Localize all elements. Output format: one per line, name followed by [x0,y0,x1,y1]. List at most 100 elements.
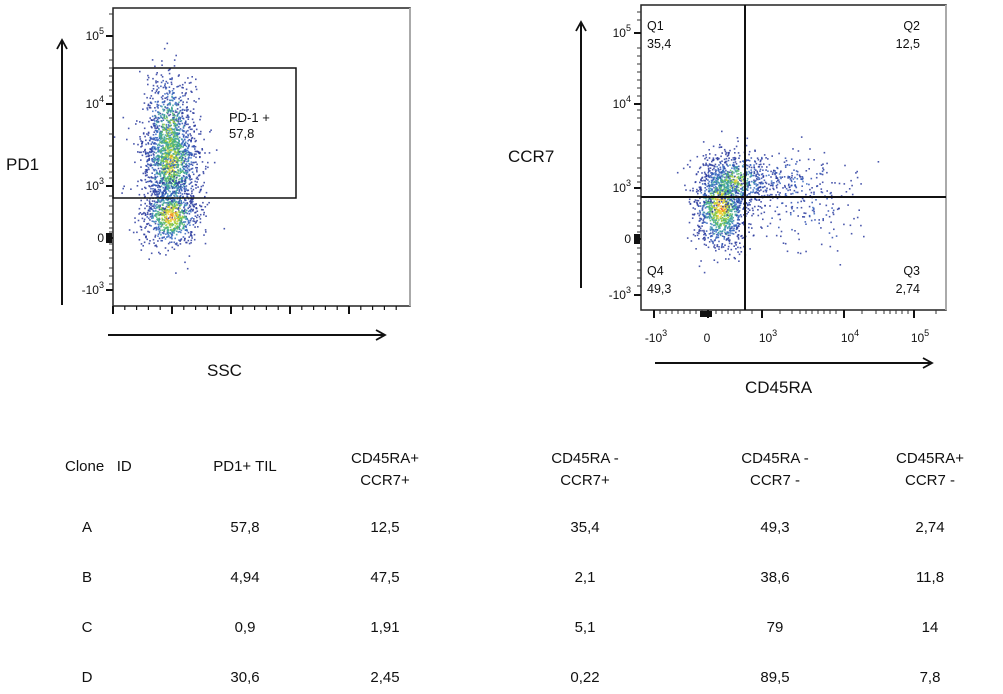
data-point [153,159,156,162]
data-point [175,96,177,99]
data-point [172,114,174,116]
data-point [165,165,168,167]
data-point [181,210,183,213]
data-point [712,242,714,245]
data-point [165,188,168,190]
data-point [778,173,781,175]
data-point [177,129,179,131]
data-point [720,200,723,203]
data-point [710,190,712,192]
data-point [179,128,182,130]
data-point [165,164,167,166]
data-point [184,221,187,223]
data-point [182,95,184,97]
data-point [193,112,195,114]
data-point [172,135,175,138]
data-point [720,186,723,189]
data-point [165,145,167,148]
data-point [160,151,162,153]
data-point [188,183,191,185]
data-point [760,173,763,176]
data-point [721,152,723,154]
data-point [695,248,697,250]
data-point [723,186,726,188]
data-point [174,174,176,177]
data-point [835,235,838,237]
data-point [820,243,823,246]
data-point [719,233,722,235]
data-point [712,192,714,195]
data-point [153,161,155,163]
data-point [730,173,733,176]
data-point [160,96,163,99]
data-point [807,158,810,161]
data-point [160,207,163,209]
data-point [827,210,830,212]
data-point [176,211,178,214]
data-point [152,134,155,136]
data-point [732,178,735,181]
data-point [174,109,177,112]
data-point [159,174,162,176]
data-point [709,222,712,225]
data-point [188,145,190,148]
data-point [164,192,167,195]
data-point [195,85,197,88]
data-point [147,83,149,86]
data-point [716,175,719,178]
data-point [699,227,702,230]
data-point [762,169,764,171]
data-point [165,185,168,188]
gate-value: 57,8 [229,126,254,141]
data-point [186,230,188,232]
data-point [168,72,171,75]
data-point [727,237,730,239]
data-point [198,216,201,218]
data-point [711,210,714,213]
data-point [149,190,152,193]
data-point [195,207,198,210]
data-point [153,146,155,148]
data-point [176,124,179,127]
data-point [719,210,721,213]
data-point [825,204,828,207]
data-point [173,173,175,176]
data-point [183,192,186,195]
data-point [167,167,169,170]
data-point [168,180,171,183]
header-line-2: CCR7 - [904,472,955,489]
data-point [800,136,803,138]
data-point [730,221,733,223]
data-point [148,231,151,233]
data-point [176,111,178,113]
data-point [190,208,193,211]
data-point [177,165,179,167]
data-point [181,186,184,189]
data-point [163,139,165,142]
data-point [792,148,794,150]
data-point [137,151,139,153]
data-point [183,162,185,164]
data-point [741,237,744,239]
data-point [160,200,163,203]
data-point [159,253,161,255]
data-point [169,164,172,166]
data-point [741,183,743,186]
data-point [723,236,726,238]
data-point [708,176,711,179]
data-point [737,197,740,200]
data-point [195,128,198,131]
data-point [175,153,177,156]
data-point [726,209,729,211]
data-point [765,191,768,193]
data-point [167,149,170,151]
data-point [750,172,752,174]
data-point [746,213,748,215]
data-point [786,164,789,166]
data-point [771,173,774,175]
y-axis-label: PD1 [6,155,39,174]
data-point [183,210,185,212]
data-point [725,169,727,172]
data-point [167,93,169,96]
data-point [748,150,751,153]
